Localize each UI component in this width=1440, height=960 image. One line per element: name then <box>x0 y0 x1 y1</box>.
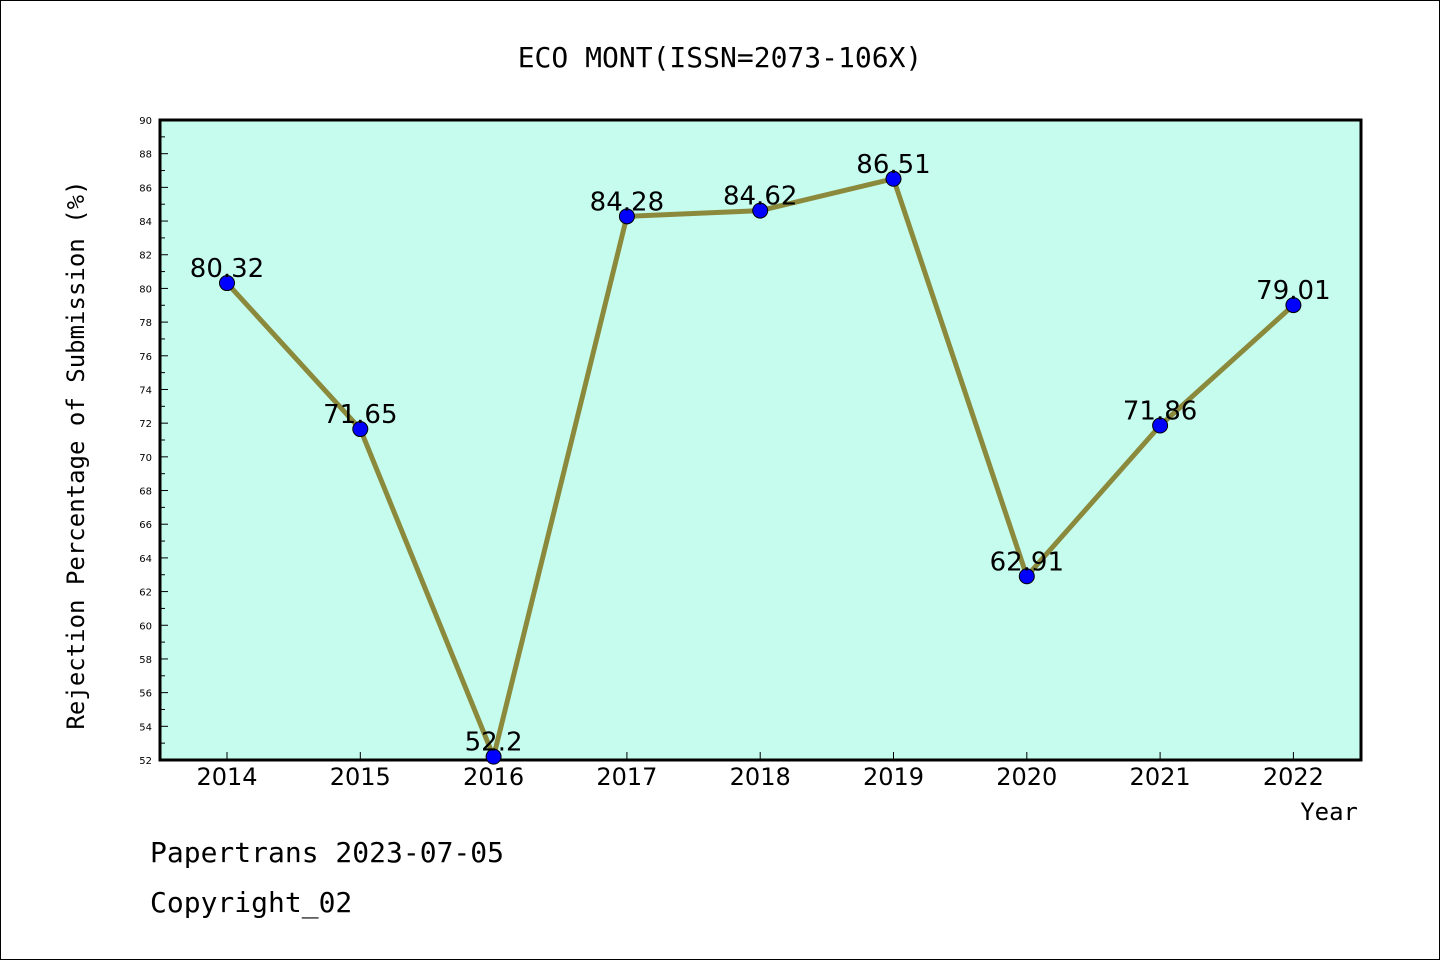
x-tick-label: 2016 <box>463 763 524 791</box>
data-point-marker <box>352 421 369 438</box>
x-tick-label: 2014 <box>196 763 257 791</box>
y-tick-label: 68 <box>139 487 152 498</box>
data-point-marker <box>485 748 502 765</box>
x-tick-label: 2018 <box>730 763 791 791</box>
data-point-label: 79.01 <box>1256 276 1330 306</box>
footer-date-text: Papertrans 2023-07-05 <box>150 836 505 869</box>
x-tick-label: 2019 <box>863 763 924 791</box>
x-axis-ticks: 2014 2015 2016 2017 2018 2019 2020 2021 2022 <box>196 752 1324 791</box>
y-tick-label: 62 <box>139 588 152 599</box>
x-tick-label: 2017 <box>596 763 657 791</box>
data-point-label: 86.51 <box>856 150 930 180</box>
data-point-marker <box>219 275 235 292</box>
data-point-label: 71.86 <box>1123 397 1197 427</box>
data-point-marker <box>752 202 769 219</box>
plot-area <box>158 118 1363 762</box>
y-tick-label: 82 <box>139 251 152 262</box>
y-axis-label: Rejection Percentage of Submission (%) <box>62 180 90 729</box>
x-tick-label: 2021 <box>1130 763 1191 791</box>
y-tick-label: 88 <box>139 150 152 161</box>
y-tick-label: 52 <box>139 756 152 767</box>
y-tick-label: 72 <box>139 419 152 430</box>
y-tick-label: 56 <box>139 689 152 700</box>
data-point-marker <box>1152 417 1169 434</box>
data-point-label: 84.28 <box>590 187 664 217</box>
data-point-label: 71.65 <box>323 400 397 430</box>
y-tick-label: 64 <box>139 554 152 565</box>
y-tick-label: 80 <box>139 284 152 295</box>
footer-copyright-text: Copyright_02 <box>150 886 353 919</box>
y-tick-label: 74 <box>139 385 152 396</box>
x-axis-label: Year <box>1300 798 1358 826</box>
data-point-marker <box>618 208 635 225</box>
data-labels: 80.32 71.65 52.2 84.28 84.62 86.51 62.91 71.86 7… <box>190 150 1331 758</box>
y-tick-label: 60 <box>139 621 152 632</box>
series-group <box>219 170 1302 765</box>
data-point-marker <box>1018 568 1035 585</box>
data-point-label: 80.32 <box>190 254 264 284</box>
y-tick-label: 78 <box>139 318 152 329</box>
y-tick-label: 66 <box>139 520 152 531</box>
x-tick-label: 2022 <box>1263 763 1324 791</box>
y-axis-ticks: 52 54 56 58 60 62 64 66 68 70 72 74 76 78 80 82 84 86 88 90 <box>139 116 168 767</box>
data-point-label: 52.2 <box>465 728 523 758</box>
data-point-label: 84.62 <box>723 182 797 212</box>
y-tick-label: 58 <box>139 655 152 666</box>
chart-title: ECO MONT(ISSN=2073-106X) <box>518 41 923 74</box>
data-point-marker <box>885 170 902 187</box>
y-tick-label: 70 <box>139 453 152 464</box>
y-tick-label: 86 <box>139 183 152 194</box>
data-point-label: 62.91 <box>990 547 1064 577</box>
x-tick-label: 2015 <box>330 763 391 791</box>
y-tick-label: 54 <box>139 722 152 733</box>
x-tick-label: 2020 <box>996 763 1057 791</box>
data-point-marker <box>1285 297 1302 314</box>
y-tick-label: 90 <box>139 116 152 127</box>
y-tick-label: 76 <box>139 352 152 363</box>
y-tick-label: 84 <box>139 217 152 228</box>
